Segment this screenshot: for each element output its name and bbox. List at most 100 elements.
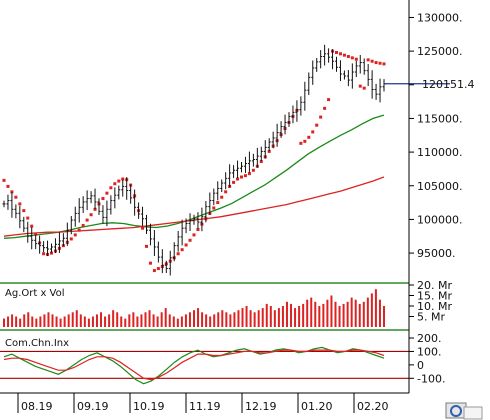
oscillator-y-tick-label: 100. [417,345,442,358]
price-y-tick-label: 115000. [417,112,463,125]
sar-dot [42,252,46,256]
volume-bar [132,312,135,327]
volume-bar [326,299,329,327]
volume-bar [249,310,252,327]
sar-dot [152,269,156,273]
sar-dot [184,243,188,247]
sar-dot [342,53,346,57]
sar-dot [18,202,22,206]
sar-dot [319,115,323,119]
volume-bar [229,314,232,327]
sar-dot [220,195,224,199]
volume-panel-label: Ag.Ort x Vol [5,288,65,299]
sar-dot [378,61,382,65]
volume-bar [156,316,159,327]
volume-bar [108,314,111,327]
volume-bar [51,314,54,327]
volume-bar [253,312,256,327]
sar-dot [338,52,342,56]
volume-bar [23,314,26,327]
volume-bar [298,306,301,327]
volume-bar [233,312,236,327]
volume-bar [370,293,373,327]
sar-dot [93,207,97,211]
volume-bar [3,318,5,327]
volume-bar [346,301,349,327]
x-tick-label: 01.20 [301,400,333,413]
sar-dot [216,201,220,205]
volume-bar [358,303,361,327]
oscillator-y-tick-label: -100. [417,372,445,385]
volume-bar [120,316,123,327]
volume-bar [116,312,119,327]
volume-bar [184,314,187,327]
volume-bar [261,308,264,327]
price-y-tick-label: 110000. [417,146,463,159]
volume-bar [59,318,62,327]
volume-y-tick-label: 10. Mr [417,300,452,313]
volume-bar [19,318,22,327]
sar-dot [141,226,145,230]
sar-dot [73,233,77,237]
sar-dot [243,174,247,178]
volume-bar [314,301,317,327]
volume-bar [63,316,66,327]
sar-dot [315,123,319,127]
volume-bar [124,318,127,327]
cci-average-line [3,349,385,381]
volume-bar [152,314,155,327]
volume-bar [87,318,90,327]
sar-dot [105,191,109,195]
sar-dot [85,218,89,222]
volume-bar [290,303,293,327]
sar-dot [109,186,113,190]
volume-bar [322,303,325,327]
oscillator-y-tick-label: 200. [417,332,442,345]
x-tick-label: 08.19 [21,400,53,413]
volume-bar [31,316,34,327]
volume-bar [302,303,305,327]
volume-bar [241,308,244,327]
volume-bar [39,316,42,327]
sar-dot [6,184,10,188]
volume-bar [112,310,115,327]
price-y-tick-label: 95000. [417,247,456,260]
volume-bar [140,314,143,327]
sar-dot [121,177,125,181]
volume-bar [83,316,86,327]
volume-bar [237,310,240,327]
volume-bar [221,310,224,327]
volume-bar [43,314,46,327]
oscillator-y-tick-label: 0 [417,359,424,372]
sar-dot [247,172,251,176]
volume-bar [188,312,191,327]
volume-bar [338,306,341,327]
volume-bar [334,301,337,327]
oscillator-panel-label: Com.Chn.Inx [5,338,69,349]
x-tick-label: 12.19 [245,400,277,413]
sar-dot [259,160,263,164]
volume-y-tick-label: 5. Mr [417,311,445,324]
x-tick-label: 11.19 [189,400,221,413]
volume-bar [205,314,208,327]
sar-dot [89,213,93,217]
sar-dot [251,168,255,172]
sar-dot [236,177,240,181]
window-logo-icon[interactable] [440,399,484,420]
sar-dot [354,57,358,61]
sar-dot [370,59,374,63]
sar-dot [145,244,148,248]
sar-dot [350,56,354,60]
volume-bar [201,312,204,327]
volume-bar [79,314,82,327]
volume-bar [269,306,272,327]
sar-dot [113,182,117,186]
volume-bar [160,312,163,327]
sar-dot [346,55,350,59]
sar-dot [307,135,311,139]
ma200-line [3,176,385,237]
sar-dot [69,237,73,241]
sar-dot [156,267,160,271]
volume-bar [15,316,18,327]
